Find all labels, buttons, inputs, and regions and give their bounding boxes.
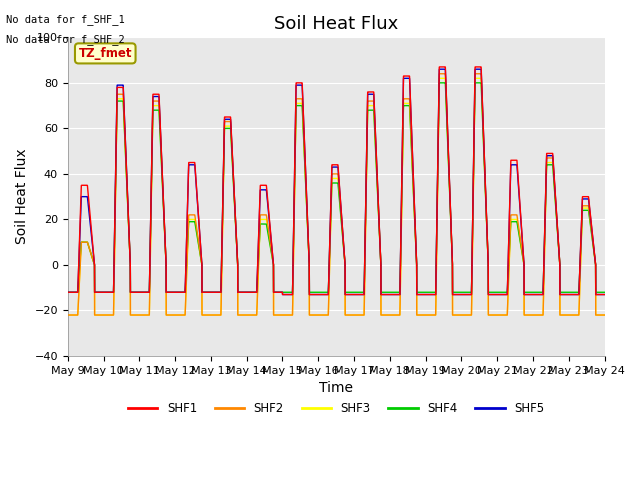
SHF2 [601, 312, 609, 318]
SHF1 [487, 292, 495, 298]
SHF5 [278, 292, 286, 298]
SHF2 [427, 312, 435, 318]
SHF2 [316, 312, 324, 318]
Line: SHF1: SHF1 [68, 67, 605, 295]
Line: SHF2: SHF2 [68, 74, 605, 315]
SHF2 [456, 312, 464, 318]
SHF3 [436, 75, 444, 81]
SHF4 [487, 289, 495, 295]
SHF5 [427, 292, 435, 298]
SHF5 [601, 292, 609, 298]
SHF4 [600, 289, 608, 295]
Y-axis label: Soil Heat Flux: Soil Heat Flux [15, 149, 29, 244]
SHF1 [436, 64, 444, 70]
SHF4 [427, 289, 435, 295]
SHF3 [427, 312, 435, 318]
SHF3 [64, 312, 72, 318]
SHF5 [161, 217, 168, 223]
SHF2 [487, 312, 495, 318]
SHF1 [278, 292, 286, 298]
SHF1 [427, 292, 435, 298]
SHF4 [436, 80, 444, 86]
SHF2 [600, 312, 608, 318]
SHF4 [456, 289, 464, 295]
Line: SHF4: SHF4 [68, 83, 605, 292]
SHF3 [601, 312, 609, 318]
Legend: SHF1, SHF2, SHF3, SHF4, SHF5: SHF1, SHF2, SHF3, SHF4, SHF5 [123, 398, 549, 420]
SHF3 [600, 312, 608, 318]
SHF5 [436, 66, 444, 72]
SHF3 [456, 312, 464, 318]
Text: TZ_fmet: TZ_fmet [79, 47, 132, 60]
X-axis label: Time: Time [319, 381, 353, 395]
Text: No data for f_SHF_2: No data for f_SHF_2 [6, 34, 125, 45]
SHF2 [436, 71, 444, 77]
SHF5 [487, 292, 495, 298]
Text: No data for f_SHF_1: No data for f_SHF_1 [6, 14, 125, 25]
SHF2 [161, 218, 168, 224]
SHF2 [64, 312, 72, 318]
SHF4 [316, 289, 324, 295]
SHF1 [600, 292, 608, 298]
SHF3 [161, 220, 168, 226]
Line: SHF3: SHF3 [68, 78, 605, 315]
SHF4 [64, 289, 72, 295]
SHF5 [600, 292, 608, 298]
SHF1 [457, 292, 465, 298]
SHF5 [64, 289, 72, 295]
SHF4 [601, 289, 609, 295]
SHF1 [601, 292, 609, 298]
SHF5 [316, 292, 324, 298]
SHF1 [316, 292, 324, 298]
SHF4 [161, 221, 168, 227]
Line: SHF5: SHF5 [68, 69, 605, 295]
SHF3 [487, 312, 495, 318]
Title: Soil Heat Flux: Soil Heat Flux [274, 15, 398, 33]
SHF5 [457, 292, 465, 298]
SHF1 [161, 216, 168, 222]
SHF1 [64, 289, 72, 295]
SHF3 [316, 312, 324, 318]
